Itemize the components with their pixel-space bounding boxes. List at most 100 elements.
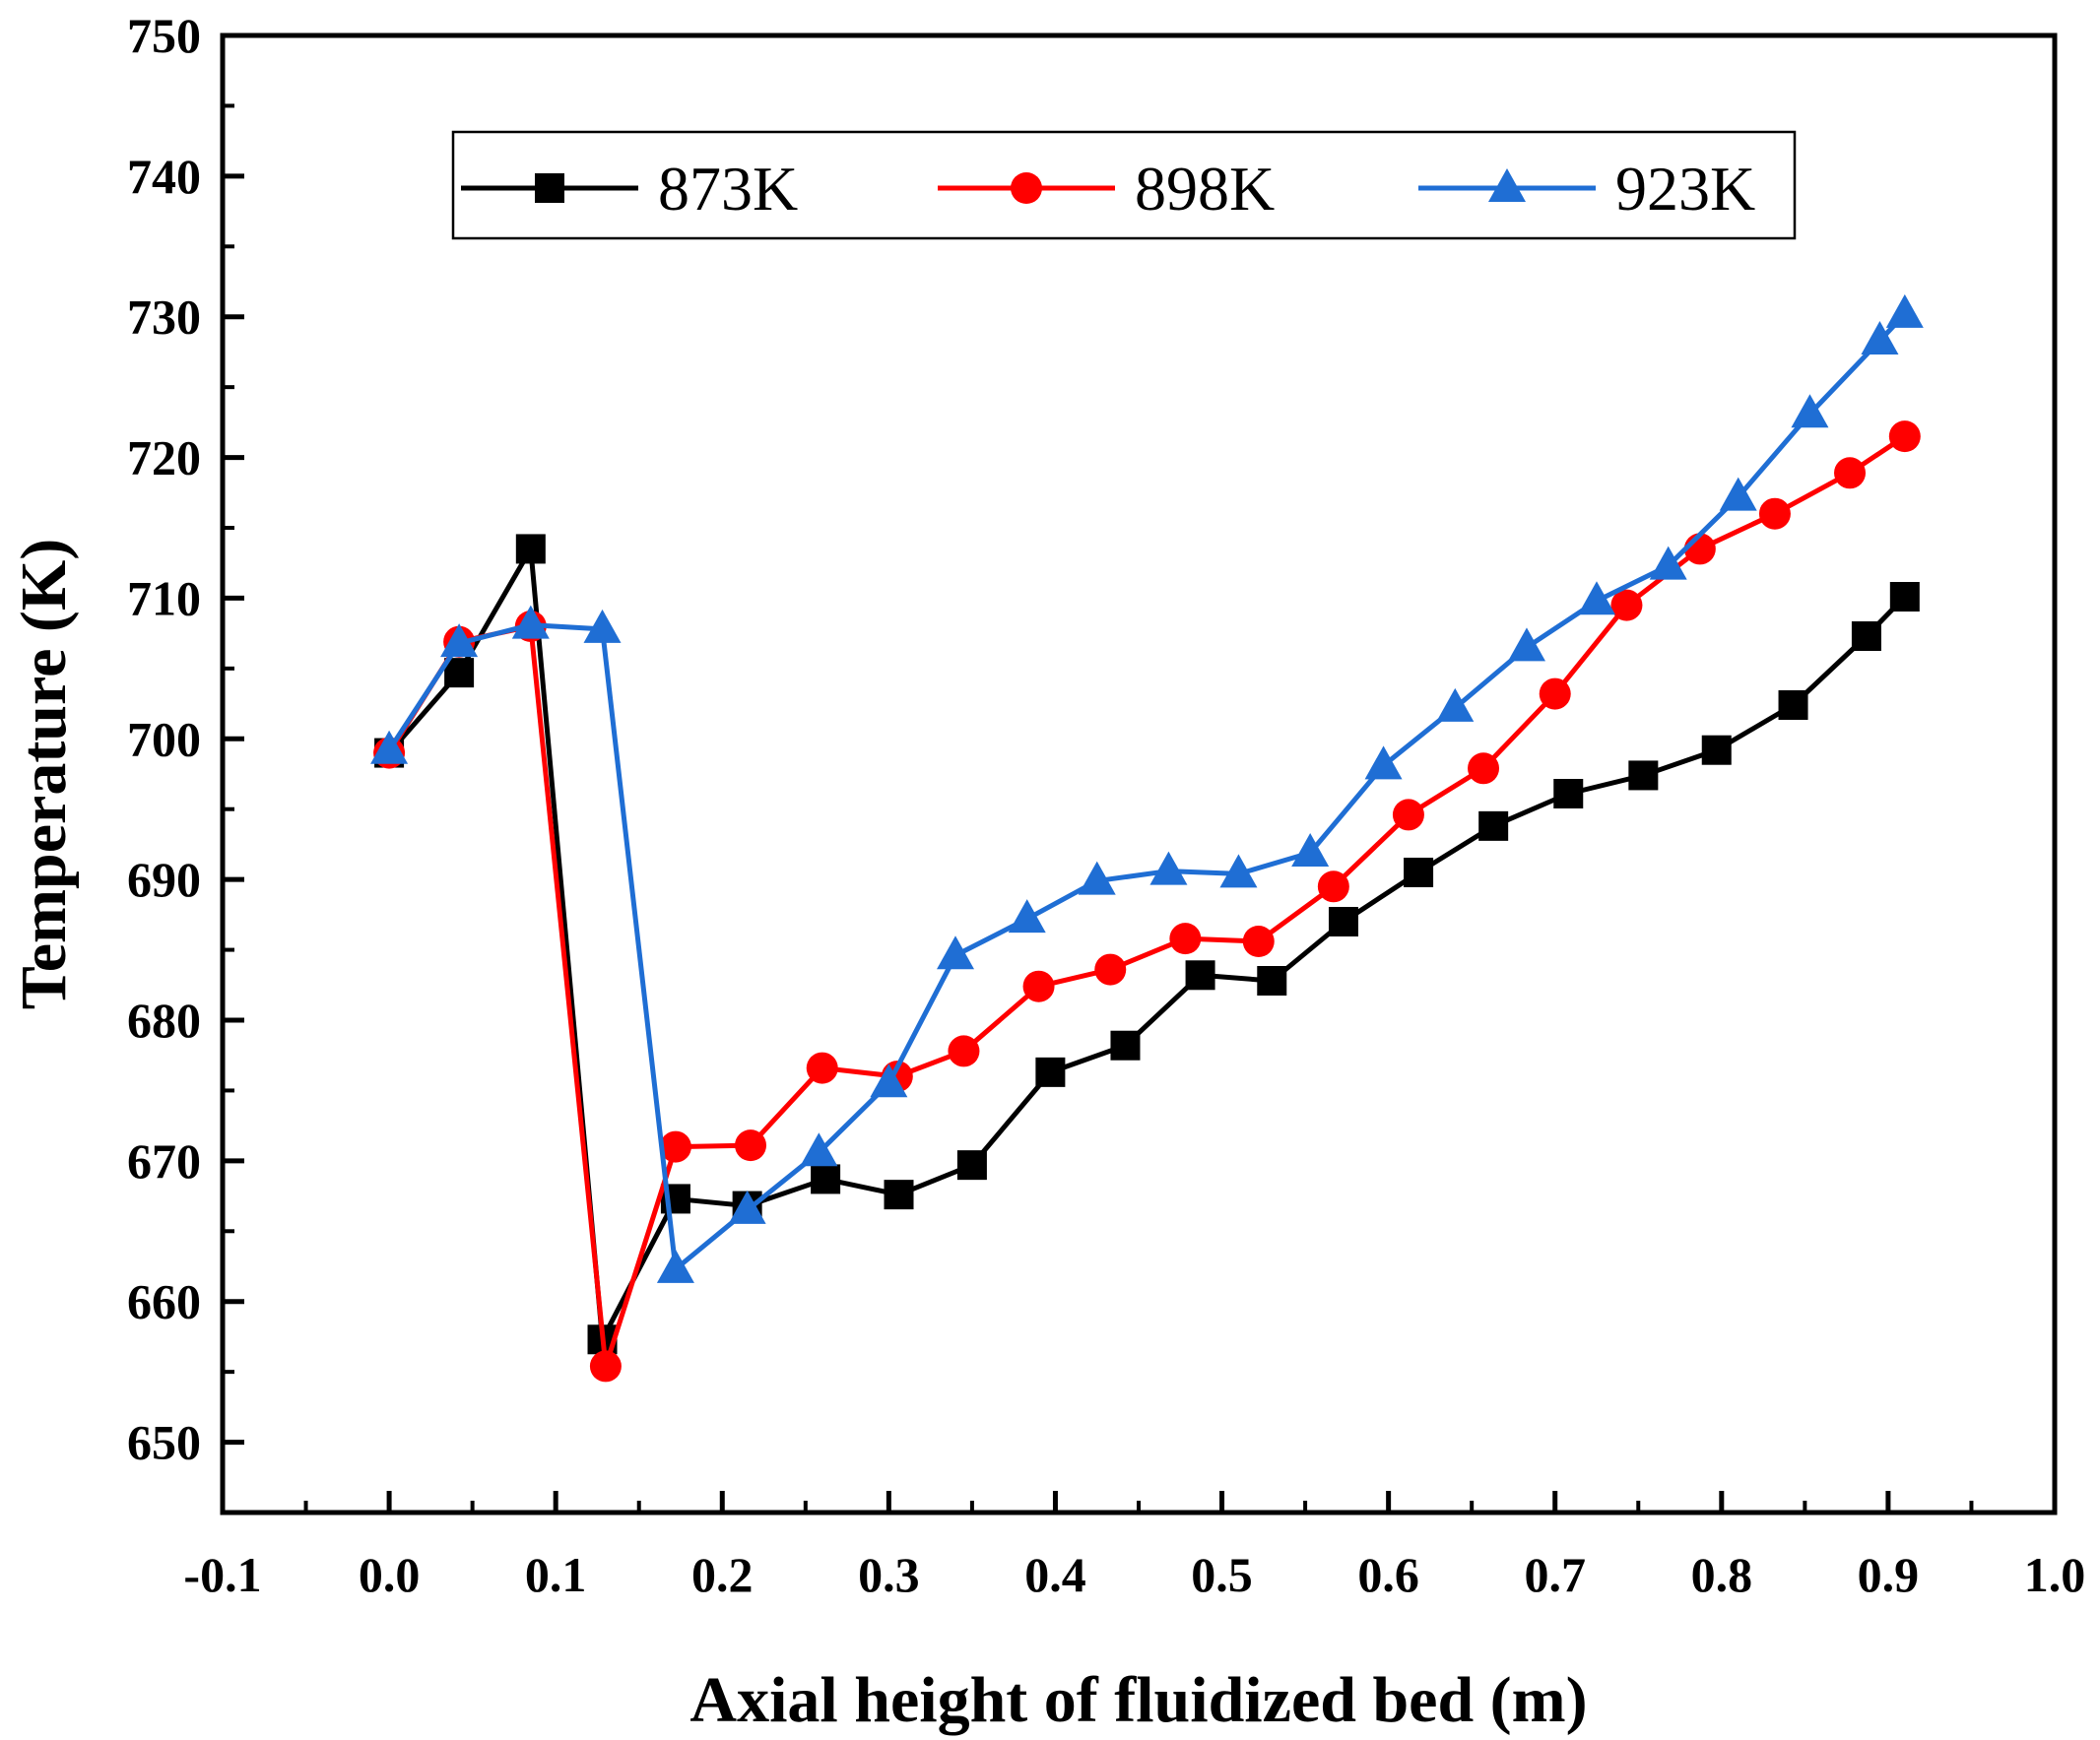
data-point-square bbox=[1628, 760, 1659, 791]
data-point-square bbox=[1889, 582, 1920, 612]
data-point-square bbox=[1553, 779, 1584, 808]
legend: 873K 898K 923K bbox=[451, 130, 1797, 240]
y-tick-label: 700 bbox=[127, 711, 201, 766]
axis-ticks: -0.1 0.0 0.1 0.2 0.3 0.4 0.5 0.6 0.7 0.8 0.9 1.0 650… bbox=[127, 8, 2085, 1602]
x-tick-label: 1.0 bbox=[2024, 1547, 2086, 1602]
data-point-triangle bbox=[1291, 833, 1330, 867]
data-point-triangle bbox=[1861, 321, 1899, 354]
y-tick-label: 690 bbox=[127, 852, 201, 907]
data-point-triangle bbox=[1364, 745, 1403, 780]
data-point-square bbox=[1701, 735, 1732, 765]
x-tick-label: 0.7 bbox=[1524, 1547, 1586, 1602]
data-point-triangle bbox=[583, 609, 622, 643]
x-tick-label: 0.4 bbox=[1024, 1547, 1086, 1602]
data-point-square bbox=[1778, 690, 1808, 720]
data-point-triangle bbox=[1219, 854, 1258, 888]
x-tick-label: 0.9 bbox=[1858, 1547, 1920, 1602]
data-point-square bbox=[1035, 1057, 1066, 1087]
data-point-triangle bbox=[728, 1190, 766, 1224]
x-axis-title: Axial height of fluidized bed (m) bbox=[689, 1664, 1587, 1736]
y-tick-label: 650 bbox=[127, 1415, 201, 1470]
data-point-triangle bbox=[1436, 687, 1475, 722]
data-point-circle bbox=[1094, 953, 1127, 986]
data-point-triangle bbox=[370, 730, 409, 764]
data-point-circle bbox=[1758, 497, 1791, 530]
data-point-square bbox=[535, 173, 564, 203]
data-point-square bbox=[884, 1180, 914, 1210]
data-point-triangle bbox=[440, 623, 479, 658]
legend-item-898K: 898K bbox=[938, 154, 1275, 224]
data-point-square bbox=[1185, 960, 1215, 991]
data-point-circle bbox=[1468, 752, 1500, 785]
x-tick-label: 0.8 bbox=[1691, 1547, 1753, 1602]
y-axis-title: Temperature (K) bbox=[8, 539, 80, 1009]
data-point-square bbox=[1328, 907, 1358, 936]
data-point-triangle bbox=[1078, 861, 1116, 895]
data-point-circle bbox=[1022, 970, 1055, 1002]
data-point-triangle bbox=[1507, 627, 1545, 662]
data-point-square bbox=[811, 1164, 841, 1194]
data-point-triangle bbox=[1488, 168, 1526, 202]
y-tick-label: 710 bbox=[127, 570, 201, 625]
x-tick-label: -0.1 bbox=[183, 1547, 261, 1602]
data-point-triangle bbox=[1719, 477, 1757, 511]
y-tick-label: 660 bbox=[127, 1274, 201, 1329]
data-point-circle bbox=[1317, 870, 1349, 903]
data-point-circle bbox=[735, 1129, 767, 1162]
y-tick-label: 720 bbox=[127, 430, 201, 485]
x-tick-label: 0.0 bbox=[359, 1547, 421, 1602]
legend-label: 923K bbox=[1615, 154, 1755, 224]
y-tick-label: 670 bbox=[127, 1133, 201, 1189]
x-tick-label: 0.1 bbox=[525, 1547, 587, 1602]
data-point-square bbox=[956, 1150, 987, 1181]
data-point-triangle bbox=[1885, 293, 1924, 328]
legend-item-923K: 923K bbox=[1418, 154, 1755, 224]
data-point-circle bbox=[1888, 420, 1921, 453]
data-point-circle bbox=[1539, 677, 1571, 710]
x-tick-label: 0.3 bbox=[858, 1547, 920, 1602]
data-point-triangle bbox=[870, 1063, 908, 1098]
data-point-triangle bbox=[937, 935, 974, 970]
data-point-circle bbox=[659, 1130, 691, 1163]
data-point-triangle bbox=[1649, 546, 1687, 580]
data-point-circle bbox=[1610, 589, 1643, 621]
data-point-circle bbox=[1834, 457, 1867, 489]
data-point-square bbox=[1110, 1030, 1141, 1061]
y-tick-label: 750 bbox=[127, 8, 201, 63]
data-point-square bbox=[1257, 966, 1287, 996]
data-point-circle bbox=[1169, 923, 1202, 955]
data-point-circle bbox=[1011, 172, 1042, 204]
x-tick-label: 0.2 bbox=[691, 1547, 754, 1602]
legend-label: 898K bbox=[1135, 154, 1275, 224]
data-point-square bbox=[515, 534, 546, 564]
data-point-circle bbox=[1392, 799, 1424, 831]
y-tick-label: 740 bbox=[127, 149, 201, 204]
data-point-circle bbox=[1242, 926, 1275, 957]
data-point-circle bbox=[948, 1035, 980, 1067]
x-tick-label: 0.5 bbox=[1191, 1547, 1253, 1602]
data-point-triangle bbox=[1791, 394, 1829, 428]
data-point-square bbox=[1404, 858, 1434, 887]
legend-items: 873K 898K 923K bbox=[461, 154, 1755, 224]
data-point-circle bbox=[806, 1052, 838, 1084]
series-923K bbox=[370, 293, 1924, 1283]
data-point-triangle bbox=[656, 1249, 694, 1283]
data-point-square bbox=[1851, 621, 1881, 651]
data-point-circle bbox=[589, 1350, 622, 1383]
x-tick-label: 0.6 bbox=[1357, 1547, 1419, 1602]
data-point-square bbox=[1478, 810, 1509, 841]
legend-item-873K: 873K bbox=[461, 154, 798, 224]
y-tick-label: 730 bbox=[127, 290, 201, 345]
legend-label: 873K bbox=[658, 154, 798, 224]
legend-box bbox=[451, 130, 1797, 240]
data-point-triangle bbox=[1008, 899, 1046, 934]
y-tick-label: 680 bbox=[127, 993, 201, 1048]
data-point-triangle bbox=[1149, 851, 1188, 885]
data-point-triangle bbox=[511, 605, 550, 639]
data-point-square bbox=[444, 658, 475, 688]
data-point-triangle bbox=[1578, 581, 1615, 615]
series-group bbox=[370, 293, 1924, 1383]
data-point-triangle bbox=[800, 1132, 838, 1167]
